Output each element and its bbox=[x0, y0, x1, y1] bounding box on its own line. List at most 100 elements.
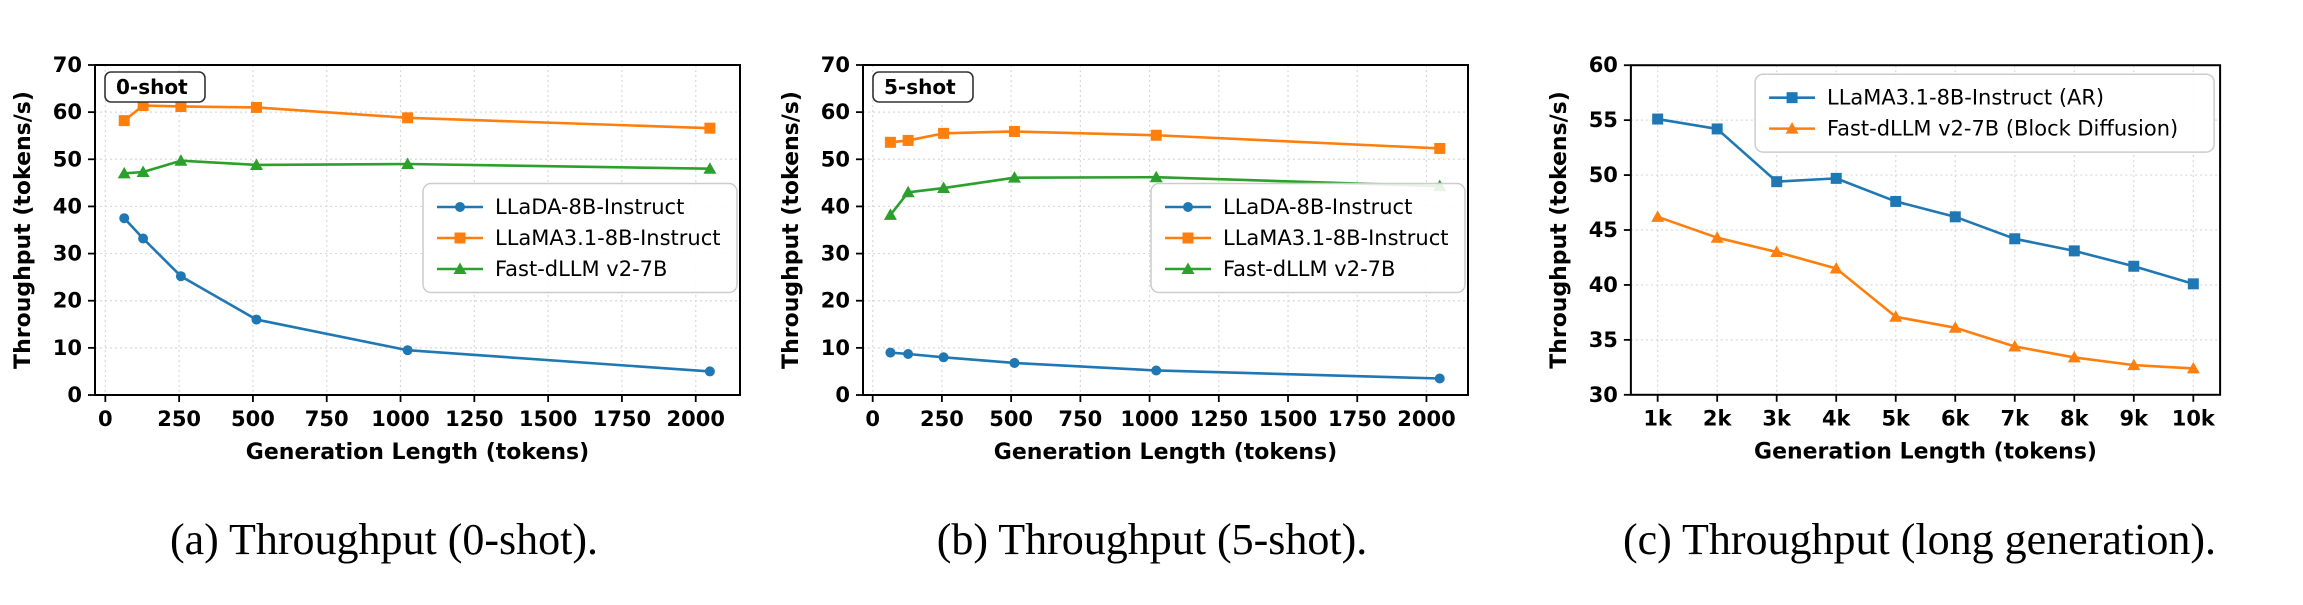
x-tick-label: 10k bbox=[2172, 407, 2216, 431]
x-tick-label: 0 bbox=[865, 407, 880, 431]
series-llama3-1-8b-instruct bbox=[118, 100, 716, 134]
square-marker bbox=[884, 136, 896, 148]
triangle-marker bbox=[1149, 170, 1163, 183]
square-marker bbox=[902, 134, 914, 146]
x-tick-label: 6k bbox=[1941, 407, 1971, 431]
y-tick-label: 60 bbox=[821, 100, 850, 124]
plot-border bbox=[94, 64, 741, 396]
legend-label: Fast-dLLM v2-7B bbox=[495, 257, 667, 281]
y-tick-label: 60 bbox=[1589, 53, 1618, 77]
x-tick-label: 1250 bbox=[445, 407, 503, 431]
legend-circle-marker bbox=[1183, 202, 1193, 212]
y-axis-label: Throughput (tokens/s) bbox=[11, 91, 36, 369]
plot-border bbox=[1629, 64, 2222, 396]
triangle-marker bbox=[2067, 350, 2081, 363]
legend-square-marker bbox=[1182, 232, 1194, 244]
legend-item-llada-8b-instruct: LLaDA-8B-Instruct bbox=[1165, 195, 1412, 219]
x-tick-label: 500 bbox=[231, 407, 275, 431]
y-tick-label: 30 bbox=[1589, 383, 1618, 407]
square-marker bbox=[938, 127, 950, 139]
triangle-marker bbox=[1007, 171, 1021, 183]
shot-label: 0-shot bbox=[116, 75, 188, 99]
y-tick-label: 40 bbox=[821, 194, 850, 218]
x-tick-label: 1500 bbox=[1259, 407, 1317, 431]
triangle-marker bbox=[136, 165, 150, 178]
triangle-marker bbox=[937, 181, 951, 194]
y-tick-label: 50 bbox=[53, 147, 82, 171]
x-tick-label: 8k bbox=[2060, 407, 2090, 431]
y-axis-label: Throughput (tokens/s) bbox=[1547, 91, 1572, 368]
square-marker bbox=[2128, 260, 2140, 272]
x-tick-label: 1000 bbox=[371, 407, 429, 431]
triangle-marker bbox=[1948, 321, 1962, 333]
triangle-marker bbox=[117, 166, 131, 179]
legend-label: LLaDA-8B-Instruct bbox=[495, 195, 684, 219]
square-marker bbox=[250, 101, 262, 113]
x-tick-label: 9k bbox=[2120, 407, 2150, 431]
square-marker bbox=[1711, 123, 1723, 135]
triangle-marker bbox=[1770, 245, 1784, 257]
legend-label: LLaDA-8B-Instruct bbox=[1223, 195, 1412, 219]
caption-c: (c) Throughput (long generation). bbox=[1622, 515, 2216, 564]
triangle-marker bbox=[401, 157, 415, 169]
square-marker bbox=[704, 122, 716, 134]
circle-marker bbox=[704, 366, 715, 377]
legend-item-llama3-1-8b-instruct: LLaMA3.1-8B-Instruct bbox=[437, 226, 720, 250]
square-marker bbox=[1150, 129, 1162, 141]
square-marker bbox=[137, 100, 149, 112]
triangle-marker bbox=[1889, 310, 1903, 322]
x-tick-label: 750 bbox=[305, 407, 349, 431]
legend-box bbox=[1150, 182, 1466, 294]
square-marker bbox=[2068, 245, 2080, 257]
y-tick-label: 70 bbox=[821, 53, 850, 77]
legend-label: LLaMA3.1-8B-Instruct (AR) bbox=[1827, 86, 2104, 110]
x-tick-label: 750 bbox=[1058, 407, 1102, 431]
x-tick-label: 2000 bbox=[666, 407, 724, 431]
legend-square-marker bbox=[454, 232, 466, 244]
chart-c-throughput-long-generation: 1k 2k 3k 4k 5k 6k 7k 8k 9k 10k 30 35 40 45 50 55 60 Gener… bbox=[1547, 53, 2222, 465]
y-tick-label: 45 bbox=[1589, 218, 1618, 242]
x-tick-label: 500 bbox=[989, 407, 1033, 431]
y-tick-label: 30 bbox=[53, 242, 82, 266]
triangle-marker bbox=[2186, 361, 2200, 374]
triangle-marker bbox=[1710, 231, 1724, 243]
y-tick-label: 20 bbox=[53, 289, 82, 313]
square-marker bbox=[175, 100, 187, 112]
series-line-llama3-1-8b-instruct bbox=[890, 130, 1440, 150]
square-marker bbox=[2009, 233, 2021, 245]
series-fast-dllm-v2-7b bbox=[117, 154, 717, 179]
triangle-marker bbox=[249, 158, 263, 170]
series-llada-8b-instruct bbox=[119, 213, 715, 377]
shot-label: 5-shot bbox=[884, 75, 956, 99]
x-tick-label: 1500 bbox=[519, 407, 577, 431]
circle-marker bbox=[885, 347, 896, 358]
legend-label: Fast-dLLM v2-7B bbox=[1223, 257, 1395, 281]
legend-triangle-marker bbox=[453, 262, 467, 274]
y-tick-label: 40 bbox=[53, 194, 82, 218]
shot-label-box bbox=[872, 71, 974, 103]
caption-a: (a) Throughput (0-shot). bbox=[169, 515, 599, 564]
y-tick-label: 0 bbox=[67, 383, 82, 407]
y-tick-label: 60 bbox=[53, 100, 82, 124]
x-axis-label: Generation Length (tokens) bbox=[994, 440, 1337, 465]
legend-item-llama3-1-8b-instruct: LLaMA3.1-8B-Instruct bbox=[1165, 226, 1448, 250]
triangle-marker bbox=[2127, 358, 2141, 371]
x-axis-label: Generation Length (tokens) bbox=[246, 440, 589, 465]
circle-marker bbox=[1151, 365, 1162, 376]
x-tick-label: 0 bbox=[98, 407, 113, 431]
square-marker bbox=[402, 112, 414, 124]
x-tick-label: 1250 bbox=[1190, 407, 1248, 431]
chart-a-throughput-0-shot: 0 250 500 750 1000 1250 1500 1750 2000 0 10 20 30 40 5… bbox=[11, 53, 741, 465]
legend-triangle-marker bbox=[1181, 262, 1195, 274]
chart-panel-a: 0 250 500 750 1000 1250 1500 1750 2000 0 10 20 30 40 5… bbox=[0, 0, 768, 605]
y-tick-label: 30 bbox=[821, 242, 850, 266]
triangle-marker bbox=[703, 162, 717, 174]
x-tick-label: 1000 bbox=[1120, 407, 1178, 431]
y-tick-label: 55 bbox=[1589, 108, 1618, 132]
circle-marker bbox=[938, 352, 949, 363]
x-tick-label: 2000 bbox=[1397, 407, 1455, 431]
triangle-marker bbox=[1829, 261, 1843, 274]
legend-triangle-marker bbox=[1785, 122, 1799, 134]
x-tick-label: 2k bbox=[1703, 407, 1733, 431]
square-marker bbox=[1652, 113, 1664, 125]
